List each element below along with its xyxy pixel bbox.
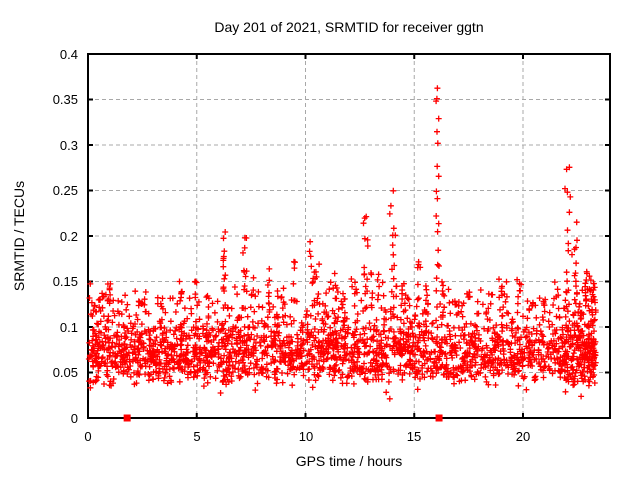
x-tick-label: 0 [84,429,91,444]
x-tick-label: 15 [407,429,421,444]
x-tick-label: 10 [299,429,313,444]
y-tick-label: 0.3 [60,138,78,153]
x-axis-label: GPS time / hours [296,453,403,469]
x-tick-label: 5 [193,429,200,444]
scatter-points [85,85,599,402]
y-tick-label: 0.2 [60,229,78,244]
y-tick-label: 0.4 [60,47,78,62]
y-tick-label: 0.1 [60,320,78,335]
axis-marker-squares [123,414,443,422]
y-tick-label: 0.05 [53,365,78,380]
plot-border [87,53,611,419]
y-tick-label: 0 [71,411,78,426]
y-tick-label: 0.35 [53,92,78,107]
x-tick-label: 20 [516,429,530,444]
x-tick-labels: 0 5 10 15 20 [84,429,530,444]
y-tick-labels: 0 0.05 0.1 0.15 0.2 0.25 0.3 0.35 0.4 [53,47,78,426]
y-tick-label: 0.15 [53,274,78,289]
y-tick-label: 0.25 [53,183,78,198]
chart-title: Day 201 of 2021, SRMTID for receiver ggt… [214,19,483,35]
y-axis-label: SRMTID / TECUs [11,181,27,291]
